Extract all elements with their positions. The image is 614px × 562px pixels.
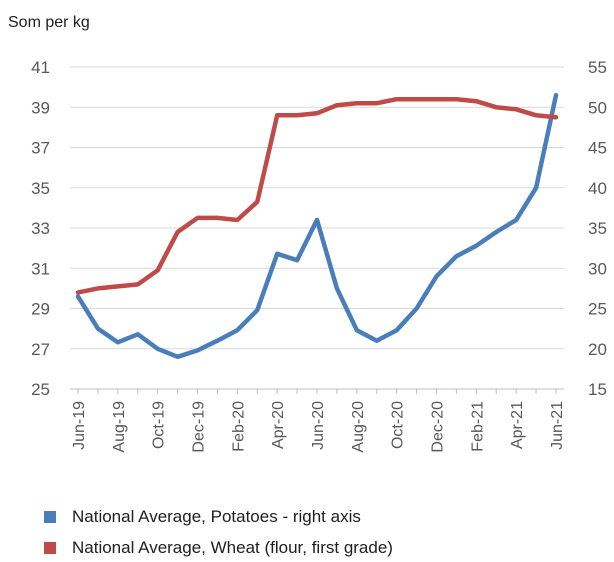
x-axis-tick-label: Feb-21: [469, 401, 486, 452]
series-line-wheat: [75, 96, 559, 295]
right-axis-tick-label: 40: [588, 179, 607, 198]
right-axis-tick-label: 35: [588, 219, 607, 238]
right-axis-tick-label: 50: [588, 98, 607, 117]
x-axis-tick-label: Aug-20: [350, 401, 367, 453]
right-axis-tick-label: 30: [588, 259, 607, 278]
x-axis-tick-label: Jun-19: [71, 401, 88, 450]
right-axis-tick-label: 55: [588, 58, 607, 77]
legend-label-potatoes: National Average, Potatoes - right axis: [72, 507, 361, 526]
x-axis-tick-label: Feb-20: [230, 401, 247, 452]
left-axis-tick-label: 39: [31, 98, 50, 117]
right-axis: 15 20 25 30 35 40 45 50 55: [588, 58, 607, 399]
left-axis-tick-label: 25: [31, 380, 50, 399]
legend-item-wheat: National Average, Wheat (flour, first gr…: [44, 538, 393, 558]
legend-label-wheat: National Average, Wheat (flour, first gr…: [72, 538, 393, 557]
right-axis-tick-label: 20: [588, 340, 607, 359]
x-axis-tick-label: Jun-21: [549, 401, 566, 450]
left-axis-tick-label: 33: [31, 219, 50, 238]
y-axis-unit-label: Som per kg: [8, 14, 90, 31]
right-axis-tick-label: 45: [588, 139, 607, 158]
legend-swatch-potatoes: [44, 511, 56, 523]
x-axis-tick-label: Jun-20: [310, 401, 327, 450]
series-line-potatoes: [75, 92, 559, 360]
legend-swatch-wheat: [44, 542, 56, 554]
left-axis: 25 27 29 31 33 35 37 39 41: [31, 58, 50, 399]
x-axis-tick-label: Oct-19: [151, 401, 168, 449]
left-axis-tick-label: 37: [31, 139, 50, 158]
left-axis-tick-label: 41: [31, 58, 50, 77]
left-axis-tick-label: 29: [31, 300, 50, 319]
x-axis-tick-label: Aug-19: [111, 401, 128, 453]
x-axis-tick-label: Dec-19: [191, 401, 208, 453]
x-axis: Jun-19 Aug-19 Oct-19 Dec-19 Feb-20 Apr-20 Jun-…: [71, 389, 566, 453]
left-axis-tick-label: 31: [31, 259, 50, 278]
series-lines: [75, 92, 559, 360]
left-axis-tick-label: 27: [31, 340, 50, 359]
right-axis-tick-label: 15: [588, 380, 607, 399]
left-axis-tick-label: 35: [31, 179, 50, 198]
legend-item-potatoes: National Average, Potatoes - right axis: [44, 507, 361, 527]
right-axis-tick-label: 25: [588, 300, 607, 319]
x-axis-tick-label: Oct-20: [390, 401, 407, 449]
line-chart: 25 27 29 31 33 35 37 39 41 15 20 25 30 35 40 45 50 55 Ju…: [31, 58, 607, 453]
x-axis-tick-label: Dec-20: [430, 401, 447, 453]
x-axis-tick-label: Apr-20: [270, 401, 287, 449]
x-axis-tick-label: Apr-21: [509, 401, 526, 449]
